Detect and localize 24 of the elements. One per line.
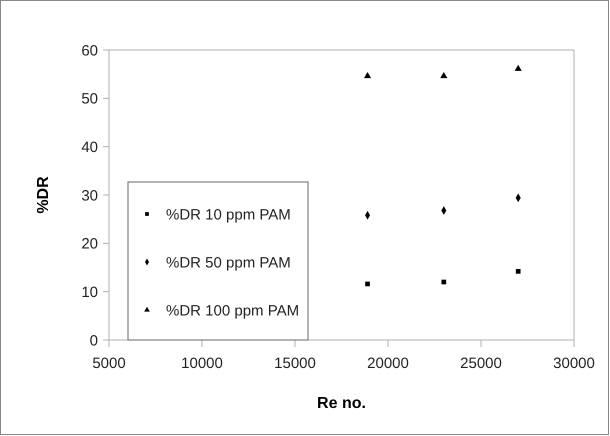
x-tick-label: 5000 (92, 355, 126, 372)
legend-label: %DR 10 ppm PAM (166, 206, 291, 224)
point (516, 269, 521, 274)
x-axis-title: Re no. (317, 395, 366, 412)
y-tick-label: 60 (81, 42, 98, 60)
point (441, 280, 446, 284)
legend-label: %DR 50 ppm PAM (166, 254, 291, 272)
x-tick-label: 15000 (274, 355, 316, 372)
point (364, 72, 372, 78)
legend-label: %DR 100 ppm PAM (166, 302, 300, 320)
x-tick-label: 30000 (553, 355, 595, 372)
point (514, 64, 522, 71)
x-tick-label: 25000 (460, 355, 502, 372)
y-tick-label: 20 (81, 236, 98, 253)
y-tick-label: 50 (81, 90, 98, 108)
y-tick-label: 0 (90, 332, 98, 350)
x-tick-label: 10000 (181, 355, 223, 372)
point (365, 282, 370, 286)
y-tick-label: 30 (81, 187, 98, 204)
y-axis-title: %DR (35, 176, 52, 214)
y-tick-label: 40 (81, 138, 98, 156)
point (440, 72, 448, 78)
y-tick-label: 10 (81, 284, 98, 301)
x-tick-label: 20000 (367, 355, 409, 372)
